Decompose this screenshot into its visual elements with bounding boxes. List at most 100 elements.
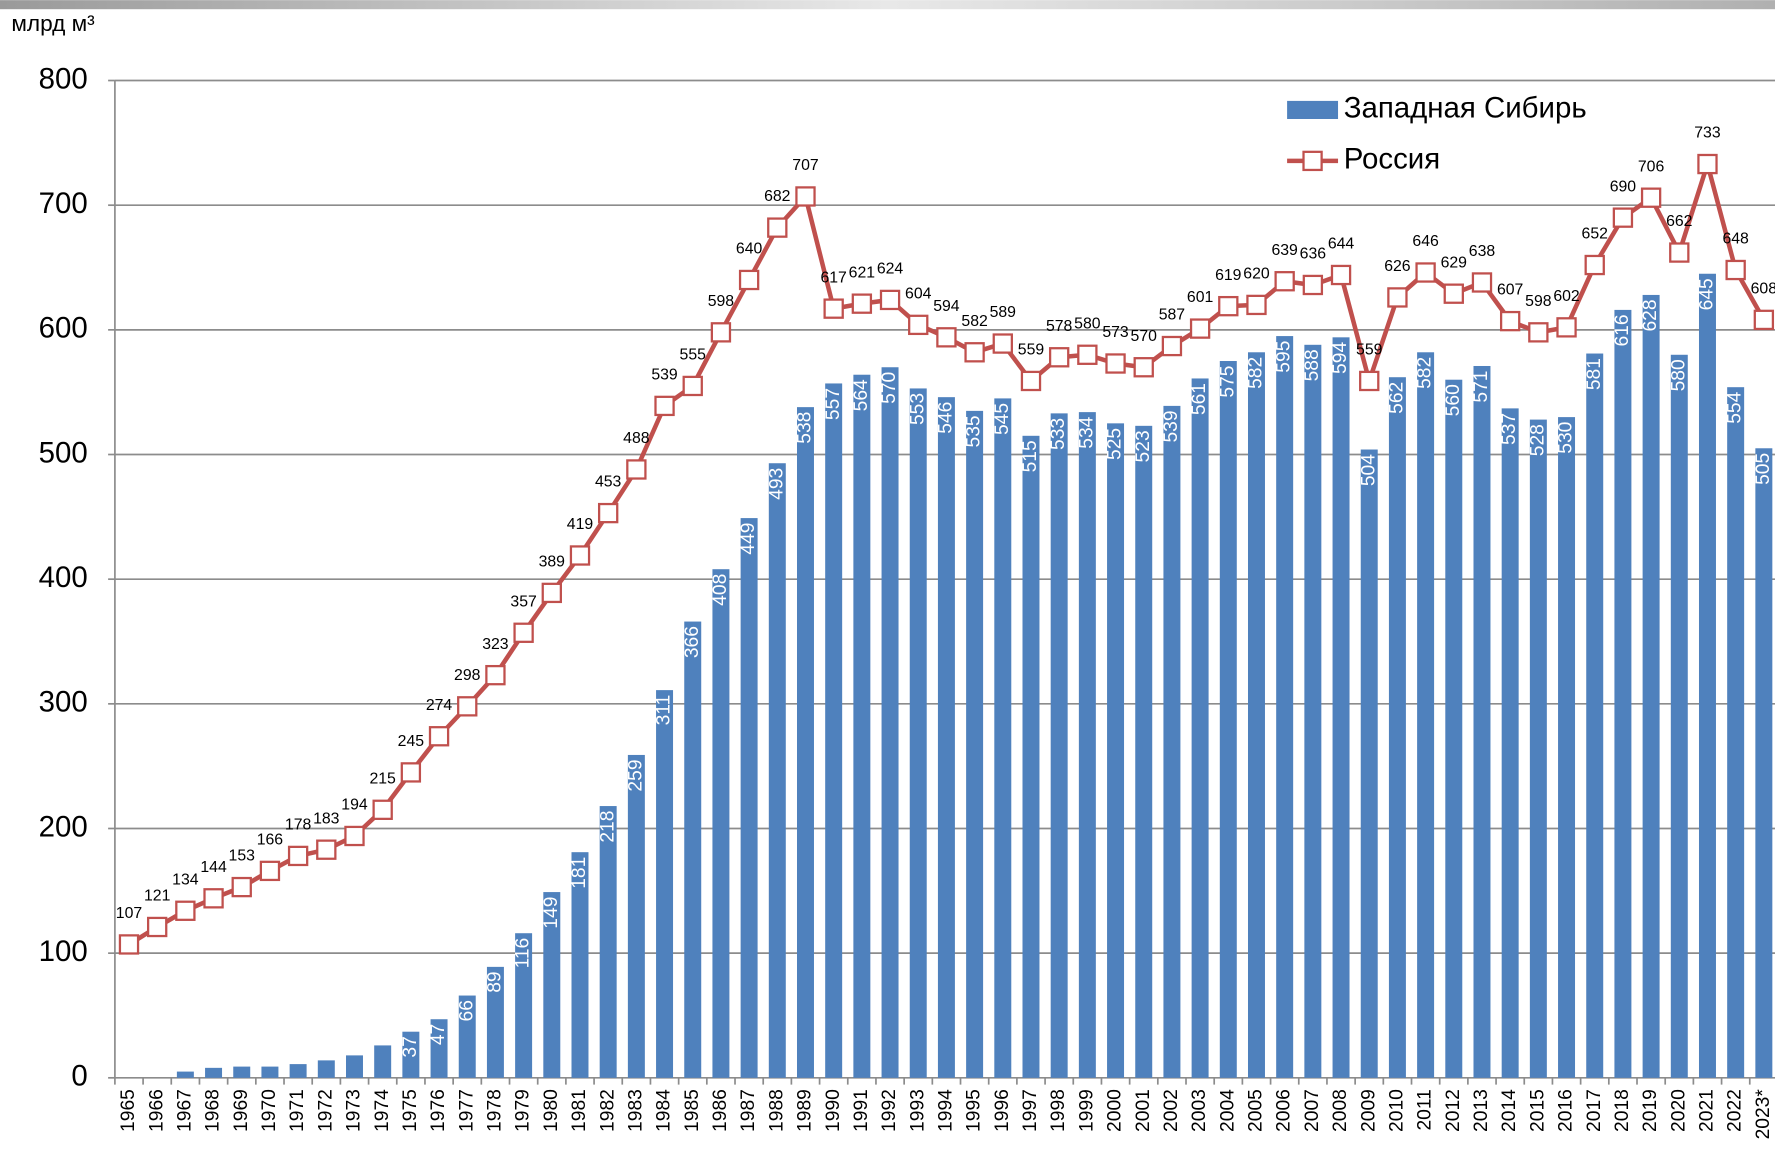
- x-tick-label: 1996: [992, 1089, 1013, 1132]
- legend-swatch: [1287, 100, 1339, 120]
- bar: [1417, 352, 1435, 1078]
- bar: [966, 410, 984, 1078]
- bar-value-label: 525: [1105, 428, 1126, 460]
- bar-value-label: 628: [1640, 299, 1661, 331]
- line-value-label: 573: [1102, 324, 1129, 341]
- x-tick-label: 1976: [428, 1089, 449, 1132]
- bar-value-label: 259: [625, 759, 646, 791]
- line-value-label: 555: [680, 347, 707, 364]
- line-value-label: 621: [849, 264, 876, 281]
- bar-value-label: 311: [654, 695, 675, 726]
- line-marker: [738, 269, 760, 291]
- line-marker: [1218, 295, 1239, 317]
- line-value-label: 662: [1666, 213, 1692, 230]
- bar: [1022, 435, 1040, 1078]
- bar-value-label: 538: [795, 412, 816, 444]
- line-value-label: 166: [257, 832, 284, 849]
- x-tick-label: 1986: [710, 1089, 731, 1132]
- line-marker: [541, 582, 562, 604]
- line-value-label: 620: [1243, 266, 1270, 283]
- bar-value-label: 560: [1443, 384, 1464, 416]
- line-marker: [1725, 259, 1746, 281]
- line-value-label: 598: [708, 293, 735, 310]
- line-marker: [1556, 317, 1577, 338]
- line-marker: [1415, 262, 1436, 283]
- bar-value-label: 553: [907, 393, 928, 425]
- x-tick-label: 1998: [1048, 1089, 1069, 1132]
- bar-value-label: 504: [1358, 454, 1379, 486]
- line-value-label: 589: [990, 304, 1017, 321]
- x-tick-label: 2015: [1527, 1089, 1548, 1132]
- bar-value-label: 408: [710, 574, 731, 606]
- bar: [1473, 365, 1491, 1078]
- bar: [712, 569, 730, 1078]
- line-marker: [400, 762, 422, 783]
- bar: [458, 995, 476, 1078]
- x-tick-label: 1984: [654, 1089, 675, 1132]
- bar-value-label: 537: [1499, 413, 1520, 445]
- line-marker: [1048, 347, 1070, 368]
- bar: [1529, 419, 1547, 1078]
- bar: [1078, 412, 1096, 1078]
- legend-label: Россия: [1344, 143, 1440, 176]
- y-tick-label: 500: [39, 436, 88, 469]
- line-value-label: 682: [764, 188, 790, 205]
- bar: [176, 1071, 194, 1078]
- line-marker: [1471, 272, 1493, 293]
- x-tick-label: 1992: [879, 1089, 900, 1132]
- line-value-label: 488: [623, 430, 650, 447]
- bar-value-label: 449: [738, 523, 759, 555]
- x-tick-label: 1982: [597, 1089, 618, 1132]
- line-value-label: 559: [1356, 342, 1383, 359]
- x-tick-label: 1973: [344, 1089, 365, 1132]
- x-tick-label: 2005: [1246, 1089, 1267, 1132]
- line-marker: [964, 342, 985, 363]
- line-marker: [1302, 274, 1324, 296]
- header-band: [0, 0, 1775, 10]
- line-value-label: 453: [595, 474, 622, 491]
- x-tick-label: 2018: [1612, 1089, 1633, 1132]
- line-marker: [626, 459, 647, 480]
- x-tick-label: 2014: [1499, 1089, 1520, 1132]
- bar: [1727, 387, 1745, 1078]
- line-value-label: 690: [1610, 178, 1637, 195]
- bar-value-label: 571: [1471, 371, 1492, 403]
- legend-label: Западная Сибирь: [1344, 92, 1587, 125]
- x-tick-label: 2004: [1217, 1089, 1238, 1132]
- x-tick-label: 2002: [1161, 1089, 1182, 1132]
- bar-value-label: 116: [513, 938, 534, 969]
- line-marker: [1161, 335, 1183, 357]
- line-value-label: 626: [1384, 258, 1411, 275]
- x-tick-label: 2022: [1725, 1089, 1746, 1132]
- bar-value-label: 588: [1302, 349, 1323, 381]
- bar: [740, 518, 758, 1078]
- y-tick-label: 0: [71, 1060, 87, 1093]
- x-tick-label: 1999: [1076, 1089, 1097, 1132]
- bar: [627, 754, 645, 1078]
- bar: [1135, 425, 1153, 1078]
- line-value-label: 648: [1722, 231, 1749, 248]
- line-value-label: 274: [426, 697, 453, 714]
- line-value-label: 578: [1046, 318, 1073, 335]
- line-value-label: 594: [933, 298, 960, 315]
- x-tick-label: 1968: [203, 1089, 224, 1132]
- line-marker: [428, 726, 450, 747]
- bar: [1558, 417, 1576, 1078]
- line-marker: [203, 888, 224, 909]
- bar-value-label: 616: [1612, 314, 1633, 346]
- bar-value-label: 528: [1527, 424, 1548, 456]
- bar: [796, 407, 814, 1078]
- bar-value-label: 564: [851, 379, 872, 411]
- bar: [1586, 353, 1604, 1078]
- bar-value-label: 533: [1048, 418, 1069, 450]
- x-tick-label: 1997: [1020, 1089, 1041, 1132]
- bar: [346, 1055, 363, 1078]
- bar: [1755, 448, 1773, 1078]
- bar: [768, 463, 786, 1078]
- y-tick-label: 700: [39, 187, 88, 220]
- bar-value-label: 89: [485, 971, 506, 992]
- x-tick-label: 1989: [795, 1089, 816, 1132]
- line-value-label: 652: [1582, 226, 1608, 243]
- bar-value-label: 66: [456, 1000, 477, 1021]
